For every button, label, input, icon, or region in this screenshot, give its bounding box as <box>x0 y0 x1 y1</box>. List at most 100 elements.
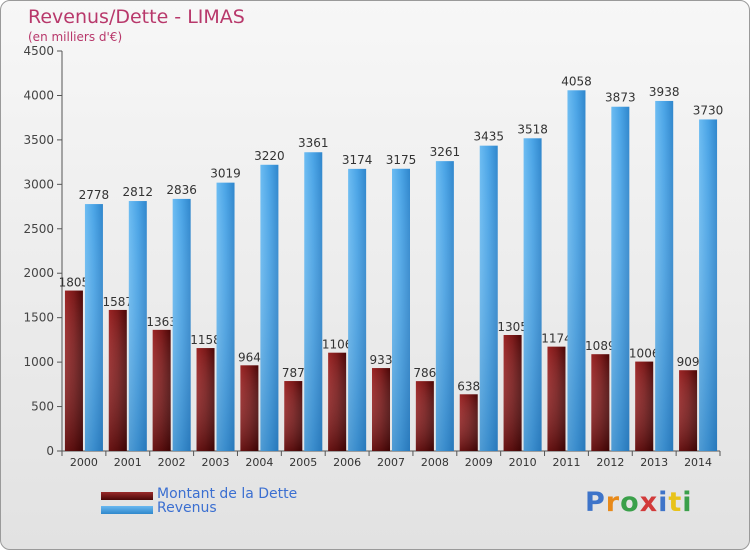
dette-bar-shade <box>459 394 478 451</box>
revenus-value-label: 2836 <box>166 183 197 197</box>
dette-bar-shade <box>196 348 215 451</box>
revenus-bar-shade <box>84 204 103 451</box>
x-tick-label: 2002 <box>158 456 186 469</box>
x-tick-label: 2011 <box>552 456 580 469</box>
x-tick-label: 2001 <box>114 456 142 469</box>
x-tick-label: 2013 <box>640 456 668 469</box>
dette-bar-shade <box>240 365 259 451</box>
legend-swatch-dette <box>101 492 153 500</box>
x-tick-label: 2009 <box>465 456 493 469</box>
dette-value-label: 638 <box>457 379 480 393</box>
y-tick-label: 4000 <box>23 88 54 102</box>
y-tick-label: 3000 <box>23 177 54 191</box>
dette-bar-shade <box>64 290 83 451</box>
dette-value-label: 1106 <box>322 338 353 352</box>
dette-value-label: 933 <box>370 353 393 367</box>
revenus-bar-shade <box>435 161 454 451</box>
logo-letter: o <box>620 487 640 518</box>
dette-value-label: 1089 <box>585 339 616 353</box>
revenus-value-label: 4058 <box>561 74 592 88</box>
revenus-bar-shade <box>655 100 674 451</box>
logo-letter: t <box>668 487 683 518</box>
dette-bar-shade <box>152 329 171 451</box>
revenus-value-label: 3175 <box>386 153 417 167</box>
chart-subtitle: (en milliers d'€) <box>28 30 123 44</box>
revenus-value-label: 3220 <box>254 149 285 163</box>
legend-label-dette: Montant de la Dette <box>157 486 298 502</box>
legend-label-revenus: Revenus <box>157 500 217 516</box>
y-tick-label: 500 <box>31 400 54 414</box>
dette-bar-shade <box>415 381 434 451</box>
dette-bar-shade <box>284 381 303 451</box>
x-tick-label: 2010 <box>509 456 537 469</box>
chart-title: Revenus/Dette - LIMAS <box>28 6 245 28</box>
revenus-value-label: 2778 <box>79 188 110 202</box>
y-tick-label: 1000 <box>23 355 54 369</box>
y-tick-label: 2000 <box>23 266 54 280</box>
revenus-bar-shade <box>216 182 235 451</box>
revenus-bar-shade <box>172 198 191 451</box>
dette-bar-shade <box>591 354 610 451</box>
x-tick-label: 2004 <box>245 456 273 469</box>
revenus-bar-shade <box>304 152 323 451</box>
dette-bar-shade <box>635 361 654 451</box>
revenus-value-label: 2812 <box>123 185 154 199</box>
revenus-value-label: 3873 <box>605 91 636 105</box>
revenus-value-label: 3938 <box>649 85 680 99</box>
legend-swatch-revenus <box>101 506 153 514</box>
revenus-value-label: 3435 <box>473 130 504 144</box>
dette-value-label: 1363 <box>146 315 177 329</box>
x-tick-label: 2012 <box>596 456 624 469</box>
x-tick-label: 2007 <box>377 456 405 469</box>
dette-value-label: 786 <box>413 366 436 380</box>
logo-letter: x <box>639 487 659 518</box>
y-tick-label: 1500 <box>23 311 54 325</box>
revenus-bar-shade <box>699 119 718 451</box>
y-tick-label: 2500 <box>23 222 54 236</box>
revenus-bar-shade <box>611 106 630 451</box>
x-tick-label: 2000 <box>70 456 98 469</box>
dette-value-label: 909 <box>677 355 700 369</box>
x-tick-label: 2014 <box>684 456 712 469</box>
revenus-value-label: 3518 <box>517 122 548 136</box>
dette-value-label: 1305 <box>497 320 528 334</box>
dette-value-label: 787 <box>282 366 305 380</box>
y-tick-label: 3500 <box>23 133 54 147</box>
revenus-value-label: 3361 <box>298 136 329 150</box>
x-tick-label: 2008 <box>421 456 449 469</box>
revenus-value-label: 3174 <box>342 153 373 167</box>
revenus-value-label: 3261 <box>430 145 461 159</box>
dette-bar-shade <box>372 368 390 451</box>
revenus-bar-shade <box>567 90 586 452</box>
dette-bar-shade <box>503 335 522 451</box>
revenus-bar-shade <box>392 168 410 451</box>
dette-value-label: 1587 <box>103 295 134 309</box>
logo-letter: P <box>585 487 606 518</box>
dette-value-label: 1805 <box>59 276 90 290</box>
revenus-bar-shade <box>348 168 367 451</box>
revenus-value-label: 3019 <box>210 167 241 181</box>
dette-value-label: 1174 <box>541 332 572 346</box>
dette-bar-shade <box>328 352 347 451</box>
logo-letter: i <box>658 487 669 518</box>
x-tick-label: 2003 <box>202 456 230 469</box>
proxiti-logo: Proxiti <box>585 487 693 518</box>
revenus-bar-shade <box>523 138 542 452</box>
dette-value-label: 1006 <box>629 347 660 361</box>
y-tick-label: 4500 <box>23 44 54 58</box>
x-tick-label: 2005 <box>289 456 317 469</box>
revenus-bar-shade <box>260 164 279 451</box>
revenus-value-label: 3730 <box>693 103 724 117</box>
dette-value-label: 964 <box>238 350 261 364</box>
x-tick-label: 2006 <box>333 456 361 469</box>
dette-bar-shade <box>679 370 698 451</box>
dette-bar-shade <box>108 309 127 451</box>
y-tick-label: 0 <box>46 444 54 458</box>
revenus-bar-shade <box>479 145 498 451</box>
dette-bar-shade <box>547 346 566 451</box>
dette-value-label: 1158 <box>190 333 221 347</box>
logo-letter: r <box>605 487 621 518</box>
revenus-bar-shade <box>128 201 147 451</box>
logo-letter: i <box>682 487 693 518</box>
